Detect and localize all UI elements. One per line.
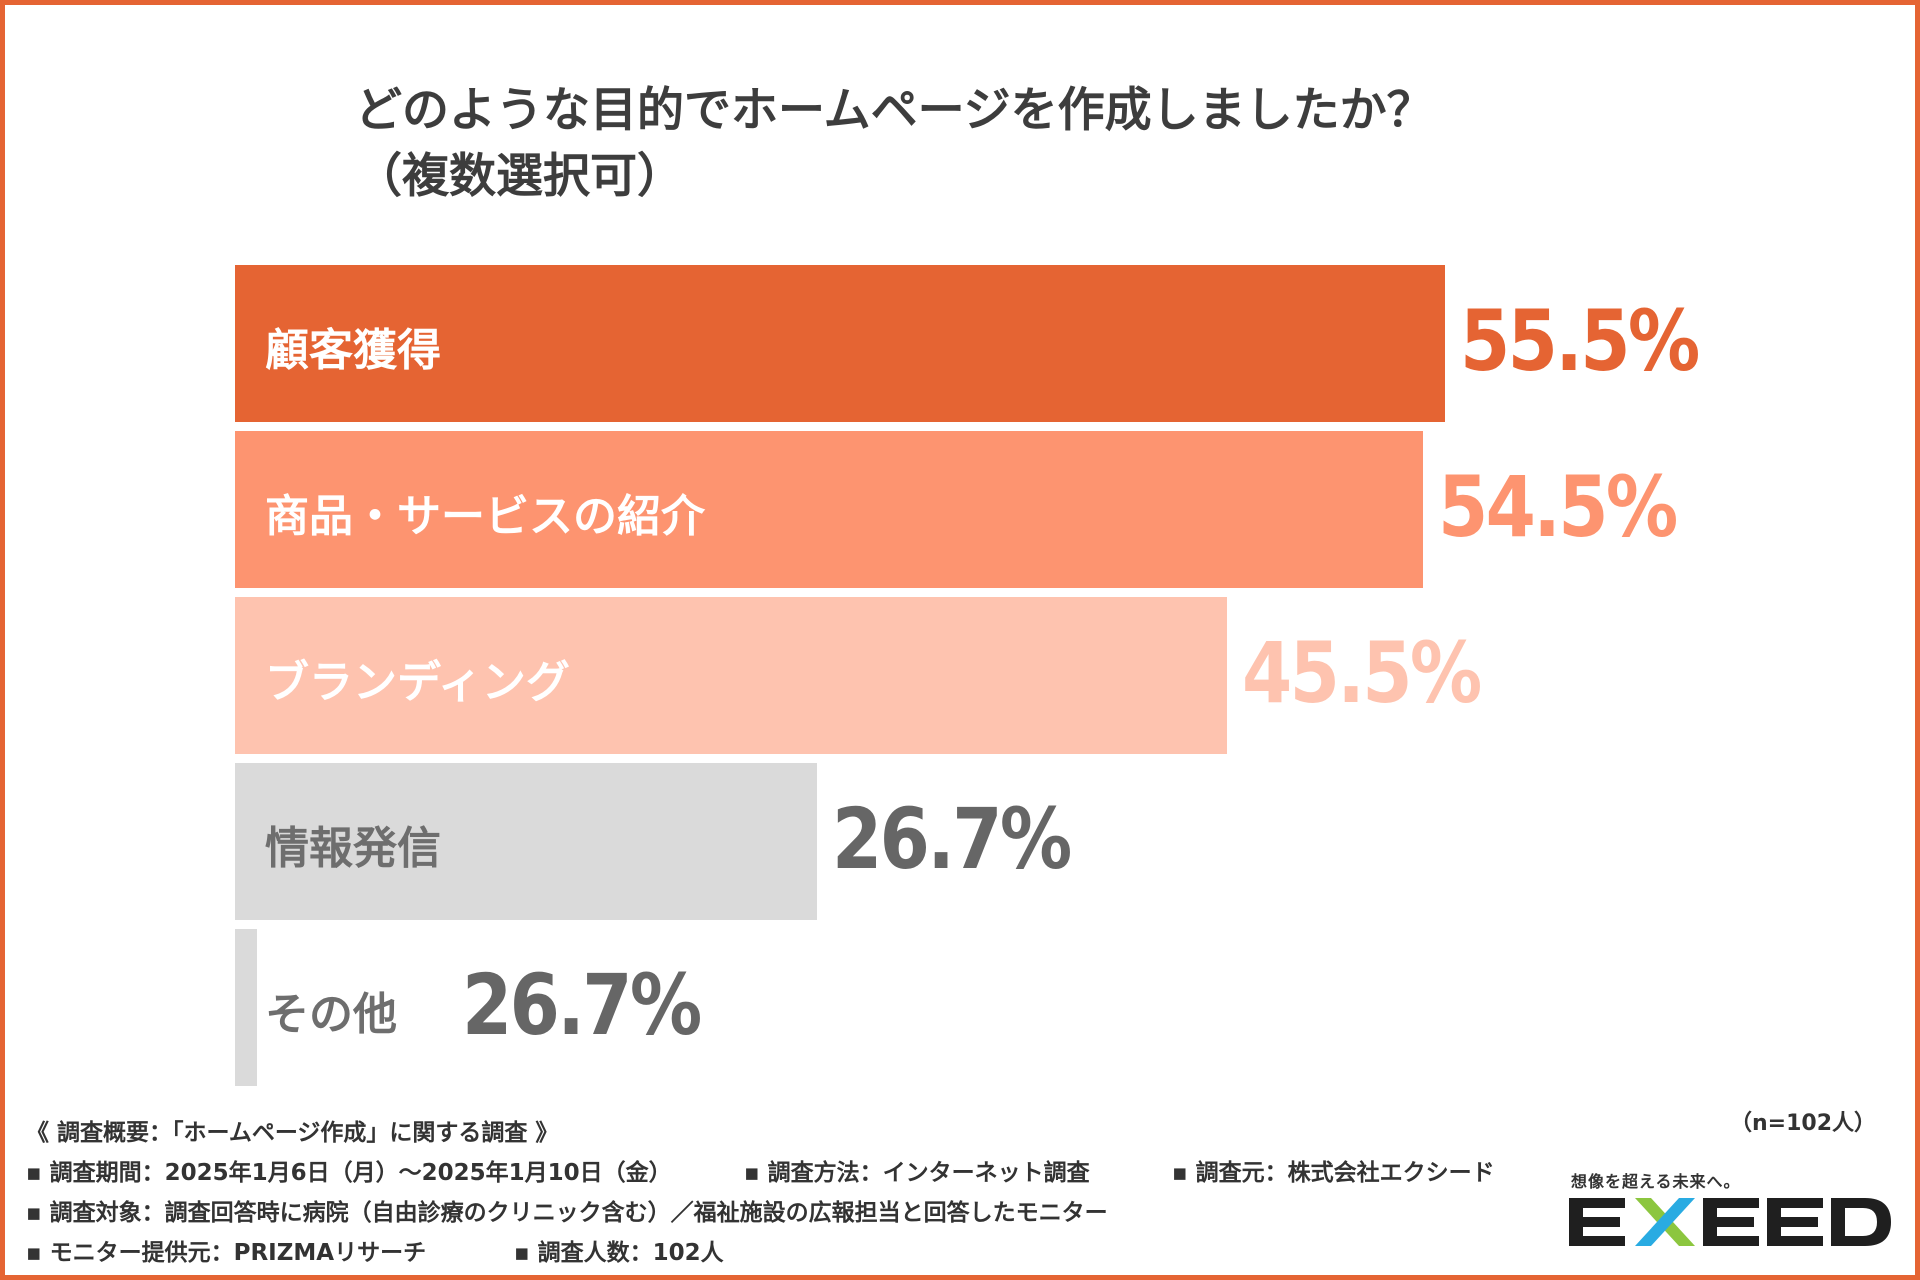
bar-label-2: 商品・サービスの紹介 <box>265 490 705 542</box>
survey-period: ▪ 調査期間：2025年1月6日（月）～2025年1月10日（金） <box>26 1160 672 1186</box>
bar-4 <box>235 763 818 920</box>
survey-provider: ▪ モニター提供元：PRIZMAリサーチ <box>26 1240 427 1266</box>
value-label-4: 26.7% <box>832 789 1072 888</box>
value-label-3: 45.5% <box>1241 623 1482 722</box>
bar-label-1: 顧客獲得 <box>265 324 441 376</box>
chart-title: どのような目的でホームページを作成しましたか？ （複数選択可） <box>355 78 1434 210</box>
bar-label-5: その他 <box>265 988 397 1040</box>
bar-1 <box>235 265 1445 422</box>
sample-size-note: （n=102人） <box>1730 1111 1877 1136</box>
survey-target: ▪ 調査対象：調査回答時に病院（自由診療のクリニック含む）／福祉施設の広報担当と… <box>26 1200 1108 1226</box>
bar-3 <box>235 597 1227 754</box>
chart-title-line1: どのような目的でホームページを作成しましたか？ <box>355 83 1434 138</box>
bar-label-3: ブランディング <box>265 656 570 708</box>
logo-tagline: 想像を超える未来へ。 <box>1571 1172 1741 1191</box>
bar-5 <box>235 929 257 1086</box>
exeed-wordmark <box>1569 1198 1891 1246</box>
value-label-1: 55.5% <box>1460 291 1700 390</box>
bar-label-4: 情報発信 <box>265 822 441 874</box>
survey-method: ▪ 調査方法：インターネット調査 <box>744 1160 1090 1186</box>
survey-summary-heading: 《 調査概要：「ホームページ作成」に関する調査 》 <box>26 1120 559 1146</box>
exeed-logo: 想像を超える未来へ。 <box>1565 1168 1905 1258</box>
survey-respondents: ▪ 調査人数：102人 <box>514 1240 724 1266</box>
value-label-2: 54.5% <box>1438 457 1678 556</box>
value-label-5: 26.7% <box>462 955 702 1054</box>
chart-title-line2: （複数選択可） <box>355 149 684 204</box>
bar-2 <box>235 431 1424 588</box>
survey-source: ▪ 調査元：株式会社エクシード <box>1172 1160 1495 1186</box>
